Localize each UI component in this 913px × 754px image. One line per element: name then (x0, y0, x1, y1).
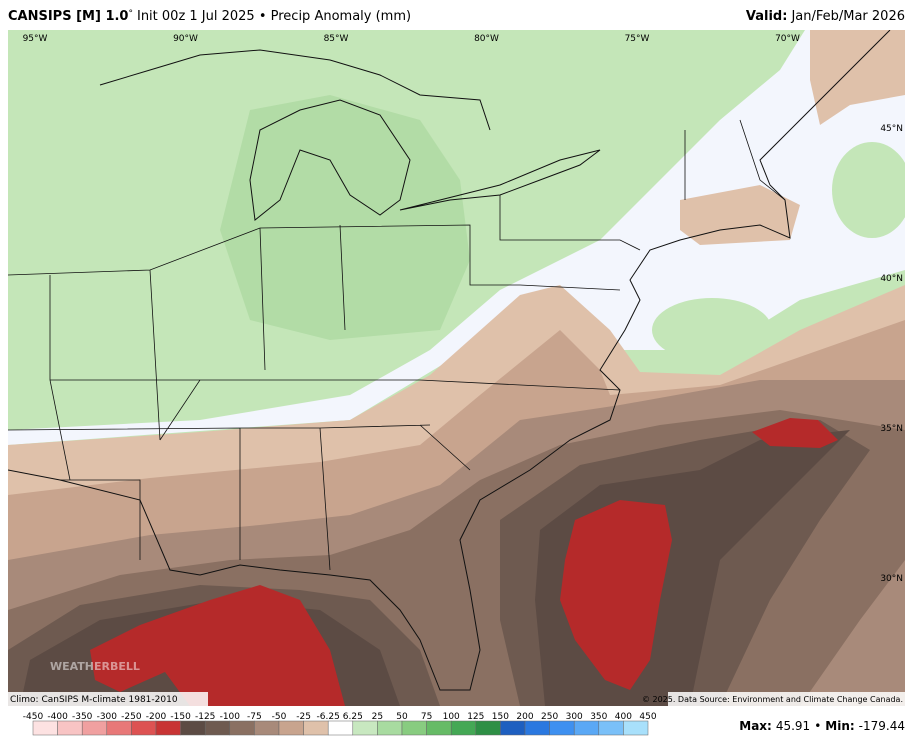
latitude-label: 35°N (880, 424, 903, 434)
longitude-label: 80°W (474, 34, 499, 44)
credit-box (668, 692, 905, 706)
latitude-label: 45°N (880, 124, 903, 134)
colorbar-label: -50 (272, 712, 287, 722)
colorbar-swatch (303, 720, 329, 736)
colorbar-label: -400 (47, 712, 68, 722)
colorbar-label: 450 (639, 712, 656, 722)
credit: © 2025. Data Source: Environment and Cli… (642, 695, 903, 704)
max-label: Max: (739, 719, 772, 733)
climo-box (8, 692, 208, 706)
colorbar-label: 25 (372, 712, 383, 722)
colorbar-swatch (57, 720, 83, 736)
logo: WEATHERBELL (50, 660, 140, 673)
valid-value: Jan/Feb/Mar 2026 (790, 9, 905, 24)
colorbar-swatch (81, 720, 108, 736)
colorbar-swatch (500, 720, 526, 736)
colorbar-label: 200 (516, 712, 533, 722)
colorbar-label: 300 (566, 712, 583, 722)
colorbar-swatch (450, 720, 477, 736)
colorbar-label: -6.25 (317, 712, 340, 722)
colorbar-label: -250 (121, 712, 142, 722)
colorbar-swatch (573, 720, 600, 736)
valid: Valid: Jan/Feb/Mar 2026 (746, 9, 905, 24)
degree: ° (128, 9, 133, 19)
colorbar-label: -100 (220, 712, 241, 722)
colorbar-label: 400 (615, 712, 632, 722)
min-label: Min: (825, 719, 854, 733)
field-red (90, 585, 345, 706)
colorbar-swatch (106, 720, 132, 736)
colorbar-swatch (549, 720, 575, 736)
colorbar-label: -125 (195, 712, 215, 722)
colorbar-swatch (401, 720, 427, 736)
field-tan (810, 30, 905, 125)
colorbar-swatch (352, 720, 378, 736)
longitude-label: 70°W (775, 34, 800, 44)
title: CANSIPS [M] 1.0° Init 00z 1 Jul 2025 • Pr… (8, 9, 411, 24)
longitude-label: 85°W (324, 34, 349, 44)
colorbar-swatch (524, 720, 550, 736)
colorbar-label: -150 (170, 712, 191, 722)
field-red (752, 418, 838, 448)
colorbar-label: -450 (23, 712, 44, 722)
colorbar-label: 150 (492, 712, 509, 722)
great-lakes (399, 149, 601, 211)
colorbar-label: 350 (590, 712, 607, 722)
colorbar-label: -25 (296, 712, 311, 722)
colorbar-swatch (131, 720, 157, 736)
model: CANSIPS [M] 1.0 (8, 9, 128, 24)
colorbar-label: 100 (443, 712, 460, 722)
colorbar-label: 125 (467, 712, 484, 722)
valid-label: Valid: (746, 9, 788, 24)
colorbar-swatch (377, 720, 403, 736)
max-min: Max: 45.91 • Min: -179.44 (739, 719, 905, 733)
field-tan (680, 185, 800, 245)
latitude-labels: 45°N 40°N 35°N 30°N (880, 124, 903, 584)
colorbar-swatch (254, 720, 280, 736)
colorbar-swatch (475, 720, 501, 736)
description: Init 00z 1 Jul 2025 • Precip Anomaly (mm… (137, 9, 411, 24)
field-light-green (832, 142, 905, 238)
latitude-label: 40°N (880, 274, 903, 284)
colorbar-swatch (623, 720, 649, 736)
latitude-label: 30°N (880, 574, 903, 584)
great-lakes (99, 49, 491, 131)
separator: • (814, 719, 821, 733)
colorbar-swatch (204, 720, 231, 736)
longitude-label: 95°W (23, 34, 48, 44)
max-value: 45.91 (776, 719, 810, 733)
colorbar-label: -300 (97, 712, 118, 722)
colorbar-swatch (278, 720, 304, 736)
colorbar: -450 -400 -350 -300 -250 -200 -150 -125 -100 -75-… (23, 712, 657, 736)
longitude-labels: 95°W 90°W 85°W 80°W 75°W 70°W (23, 34, 800, 44)
longitude-label: 75°W (625, 34, 650, 44)
colorbar-label: 6.25 (343, 712, 363, 722)
colorbar-label: -200 (146, 712, 167, 722)
colorbar-label: 250 (541, 712, 558, 722)
colorbar-label: -75 (247, 712, 262, 722)
min-value: -179.44 (859, 719, 905, 733)
longitude-label: 90°W (173, 34, 198, 44)
map: 95°W 90°W 85°W 80°W 75°W 70°W 45°N 40°N 35°N 30°… (8, 30, 905, 706)
state-borders (8, 119, 786, 571)
colorbar-label: 50 (396, 712, 408, 722)
climo: Climo: CanSIPS M-climate 1981-2010 (10, 695, 178, 705)
colorbar-swatch (180, 720, 206, 736)
colorbar-swatch (426, 720, 452, 736)
colorbar-swatch (229, 720, 255, 736)
colorbar-swatch (598, 720, 624, 736)
colorbar-label: -350 (72, 712, 93, 722)
field-light-green (652, 298, 772, 362)
colorbar-swatch (155, 720, 181, 736)
great-lakes (249, 99, 411, 221)
colorbar-swatch (32, 720, 58, 736)
colorbar-swatch (327, 720, 354, 736)
field-red (560, 500, 672, 690)
colorbar-label: 75 (421, 712, 432, 722)
